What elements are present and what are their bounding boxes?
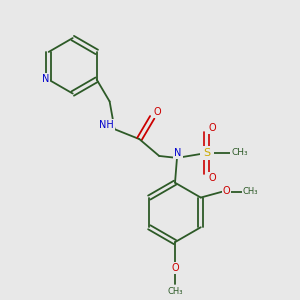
Text: O: O [209,173,217,183]
Text: CH₃: CH₃ [242,187,258,196]
Text: N: N [174,148,182,158]
Text: O: O [153,107,161,117]
Text: CH₃: CH₃ [231,148,248,158]
Text: S: S [203,148,210,158]
Text: CH₃: CH₃ [167,287,183,296]
Text: O: O [223,186,230,196]
Text: O: O [209,123,217,133]
Text: N: N [42,74,50,84]
Text: O: O [171,263,179,273]
FancyBboxPatch shape [200,146,214,160]
Text: NH: NH [99,120,114,130]
